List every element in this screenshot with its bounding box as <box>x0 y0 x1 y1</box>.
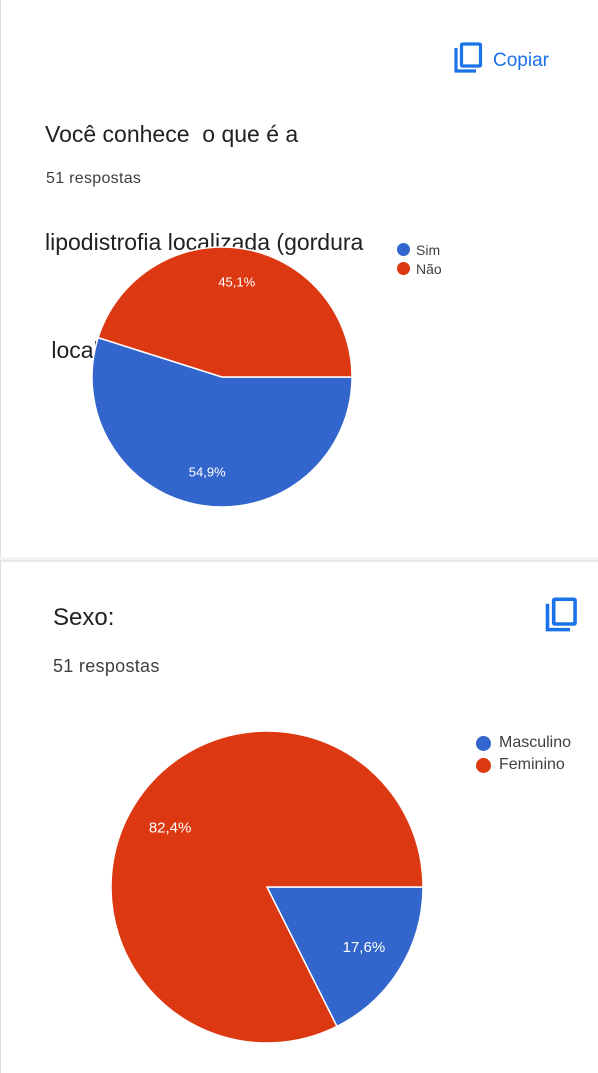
legend-swatch <box>397 262 410 275</box>
pie-chart-sexo: 17,6% 82,4% <box>110 730 424 1044</box>
pie-slice-feminino <box>110 730 424 1044</box>
question-title-line: lipodistrofia localizada (gordura <box>45 229 364 255</box>
copy-button[interactable] <box>544 597 578 638</box>
legend-label: Não <box>416 260 442 277</box>
legend-swatch <box>397 243 410 256</box>
legend-label: Masculino <box>499 734 572 751</box>
question-card-lipodistrofia: Você conhece o que é a lipodistrofia loc… <box>0 0 549 558</box>
chart-legend: Masculino Feminino <box>476 732 571 776</box>
chart-legend: Sim Não <box>397 240 442 278</box>
pie-slice-masculino <box>265 886 424 1028</box>
slice-label: 82,4% <box>149 819 192 836</box>
copy-button[interactable]: Copiar <box>453 42 549 79</box>
pie-slice-não <box>97 246 353 378</box>
question-card-sexo: Sexo: 51 respostas 17,6% 82,4% Masculino … <box>0 560 598 1073</box>
legend-item-masculino: Masculino <box>476 732 571 754</box>
legend-item-nao: Não <box>397 259 442 278</box>
legend-item-feminino: Feminino <box>476 754 571 776</box>
legend-label: Sim <box>416 241 441 258</box>
legend-label: Feminino <box>499 756 565 773</box>
slice-label: 17,6% <box>343 939 386 956</box>
legend-item-sim: Sim <box>397 240 442 259</box>
slice-label: 54,9% <box>189 465 226 480</box>
legend-swatch <box>476 735 491 751</box>
legend-swatch <box>476 757 491 773</box>
slice-label: 45,1% <box>218 274 255 289</box>
response-count: 51 respostas <box>53 656 160 676</box>
copy-icon <box>453 42 483 79</box>
question-title-line: Você conhece o que é a <box>45 121 299 147</box>
copy-button-label: Copiar <box>493 49 549 71</box>
question-title: Sexo: <box>53 604 115 631</box>
copy-icon <box>544 597 578 638</box>
pie-chart-conhece: 54,9% 45,1% <box>91 246 353 508</box>
response-count: 51 respostas <box>46 170 142 187</box>
pie-slice-sim <box>91 336 353 508</box>
